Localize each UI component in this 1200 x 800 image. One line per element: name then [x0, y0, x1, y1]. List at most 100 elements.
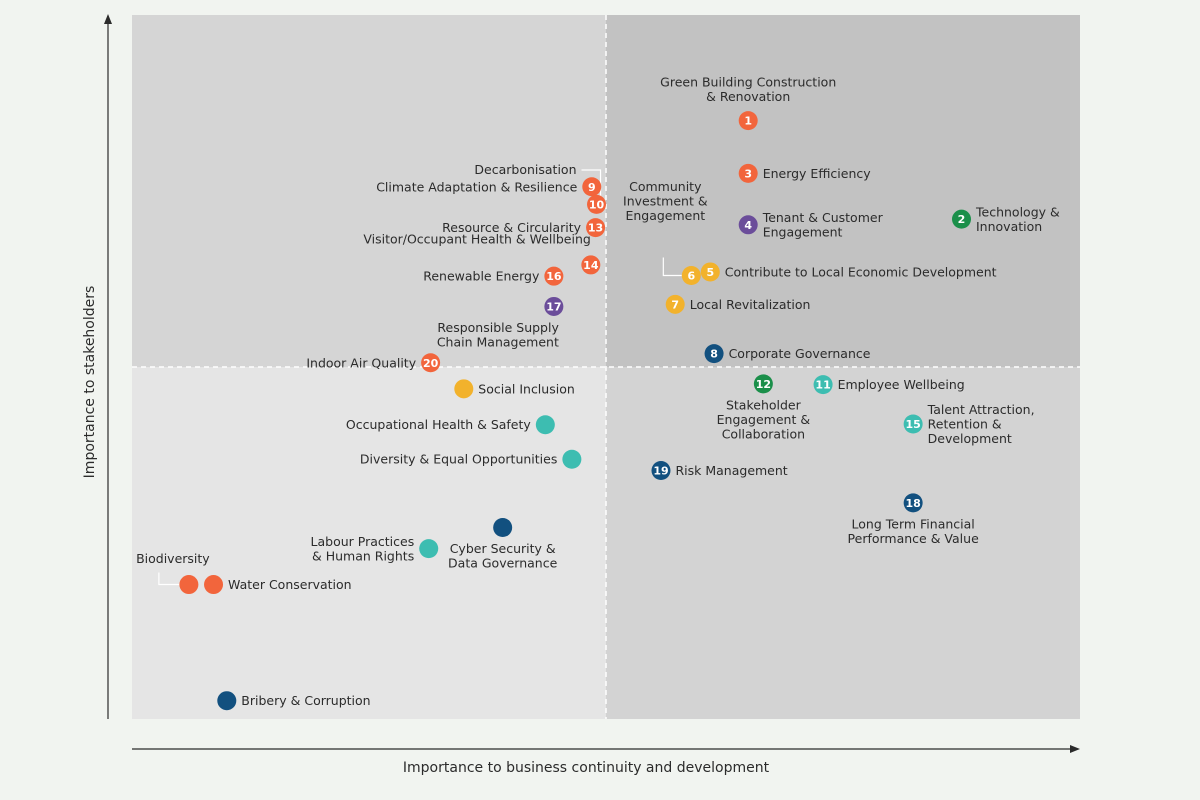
point-18: 18 — [903, 493, 923, 513]
point-marker — [738, 215, 758, 235]
label-tenant-customer: Tenant & Customer Engagement — [762, 210, 884, 240]
point-marker — [204, 575, 224, 595]
point-14: 14 — [581, 255, 601, 275]
point-1: 1 — [738, 111, 758, 131]
point-20: 20 — [421, 353, 441, 373]
point-marker — [753, 374, 773, 394]
label-stakeholder: Stakeholder Engagement & Collaboration — [717, 397, 811, 441]
point-number: 20 — [423, 357, 439, 370]
point-13: 13 — [586, 218, 606, 238]
point-marker — [587, 194, 607, 214]
point-number: 9 — [588, 181, 596, 194]
label-cyber-security: Cyber Security & Data Governance — [448, 541, 558, 571]
point-7: 7 — [665, 294, 685, 314]
label-visitor-occupant-health-wellbeing: Visitor/Occupant Health & Wellbeing — [363, 231, 591, 246]
point-number: 12 — [756, 378, 771, 391]
label-renewable-energy: Renewable Energy — [423, 269, 540, 284]
label-contribute-to-local-economic-development: Contribute to Local Economic Development — [725, 264, 997, 279]
point-number: 5 — [706, 266, 714, 279]
y-axis-arrow — [104, 14, 112, 24]
point-marker — [681, 265, 701, 285]
point-number: 14 — [583, 259, 599, 272]
point-marker — [544, 296, 564, 316]
point-marker — [581, 255, 601, 275]
point-marker — [493, 518, 513, 538]
label-local-revitalization: Local Revitalization — [690, 297, 811, 312]
point-11: 11 — [813, 375, 833, 395]
point-number: 15 — [905, 418, 920, 431]
point-number: 19 — [653, 464, 668, 477]
x-axis-arrow — [1070, 745, 1080, 753]
point-marker — [903, 414, 923, 434]
point-number: 6 — [687, 269, 695, 282]
label-energy-efficiency: Energy Efficiency — [763, 166, 872, 181]
point-marker — [704, 344, 724, 364]
point-cyber-security — [493, 518, 513, 538]
point-number: 17 — [546, 300, 561, 313]
point-number: 11 — [815, 379, 830, 392]
point-number: 16 — [546, 270, 562, 283]
point-number: 10 — [589, 198, 605, 211]
label-social-inclusion: Social Inclusion — [478, 381, 574, 396]
point-19: 19 — [651, 460, 671, 480]
label-green-building-construction: Green Building Construction & Renovation — [660, 75, 836, 105]
point-6: 6 — [681, 265, 701, 285]
point-10: 10 — [587, 194, 607, 214]
point-number: 7 — [671, 298, 679, 311]
label-corporate-governance: Corporate Governance — [729, 346, 871, 361]
point-marker — [700, 262, 720, 282]
quadrant-top-right — [606, 15, 1080, 367]
label-decarbonisation: Decarbonisation — [474, 162, 576, 177]
point-marker — [454, 379, 474, 399]
point-marker — [651, 460, 671, 480]
label-employee-wellbeing: Employee Wellbeing — [838, 377, 965, 392]
point-16: 16 — [544, 266, 564, 286]
label-responsible-supply: Responsible Supply Chain Management — [437, 320, 560, 350]
label-risk-management: Risk Management — [675, 463, 787, 478]
point-marker — [586, 218, 606, 238]
point-marker — [665, 294, 685, 314]
point-labour-practices — [419, 539, 439, 559]
point-marker — [738, 111, 758, 131]
point-marker — [179, 575, 199, 595]
point-17: 17 — [544, 296, 564, 316]
point-marker — [217, 691, 237, 711]
y-axis-title: Importance to stakeholders — [82, 286, 98, 479]
data-points: 1 Green Building Construction & Renovation… — [136, 75, 1060, 711]
quadrant-bottom-right — [606, 367, 1080, 719]
label-climate-adaptation-resilience: Climate Adaptation & Resilience — [376, 179, 577, 194]
point-number: 8 — [710, 348, 718, 361]
point-12: 12 — [753, 374, 773, 394]
point-number: 2 — [958, 213, 966, 226]
point-9: 9 — [582, 177, 602, 197]
point-social-inclusion — [454, 379, 474, 399]
point-water-conservation — [204, 575, 224, 595]
point-marker — [582, 177, 602, 197]
point-marker — [738, 163, 758, 183]
point-2: 2 — [952, 209, 971, 229]
label-biodiversity: Biodiversity — [136, 551, 210, 566]
point-4: 4 — [738, 215, 758, 235]
label-talent-attraction: Talent Attraction, Retention & Development — [927, 402, 1035, 446]
point-marker — [903, 493, 923, 513]
point-marker — [952, 209, 971, 229]
point-number: 4 — [744, 219, 752, 232]
point-biodiversity — [179, 575, 199, 595]
point-diversity-equal-opportunities — [562, 449, 582, 469]
label-technology: Technology & Innovation — [975, 204, 1060, 234]
label-water-conservation: Water Conservation — [228, 577, 352, 592]
label-labour-practices: Labour Practices & Human Rights — [311, 534, 415, 564]
quadrant-top-left — [132, 15, 606, 367]
label-long-term-financial: Long Term Financial Performance & Value — [848, 516, 980, 546]
point-number: 1 — [744, 115, 752, 128]
label-indoor-air-quality: Indoor Air Quality — [306, 355, 416, 370]
point-5: 5 — [700, 262, 720, 282]
point-bribery-corruption — [217, 691, 237, 711]
point-marker — [535, 415, 555, 435]
point-marker — [419, 539, 439, 559]
label-diversity-equal-opportunities: Diversity & Equal Opportunities — [360, 452, 557, 467]
point-number: 18 — [905, 497, 920, 510]
label-community: Community Investment & Engagement — [623, 179, 708, 223]
point-marker — [562, 449, 582, 469]
